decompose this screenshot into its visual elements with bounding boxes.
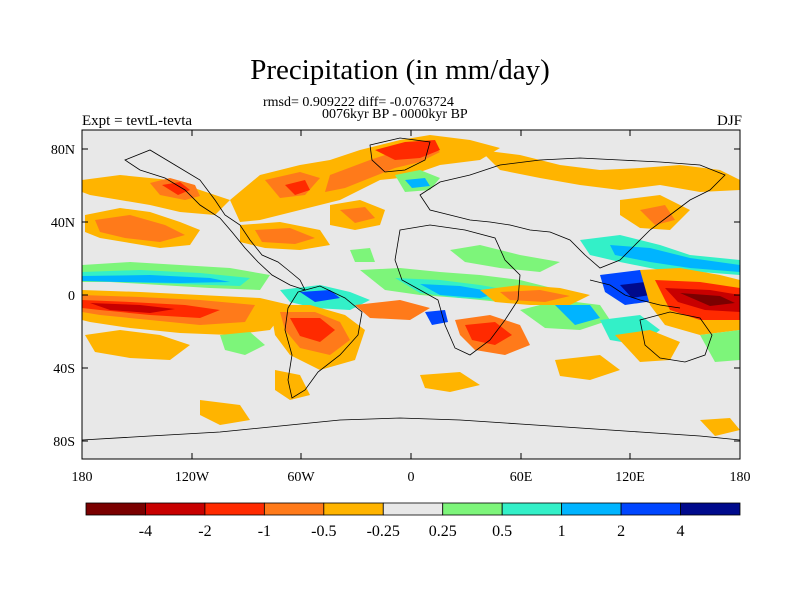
anomaly-region: [255, 228, 315, 244]
coastline-australia: [639, 311, 713, 363]
anomaly-region: [82, 275, 230, 283]
lon-tick-label: 0: [408, 470, 415, 485]
colorbar-label: 0.25: [429, 523, 457, 540]
lat-tick-label: 40S: [53, 362, 75, 377]
anomaly-region: [85, 330, 190, 360]
anomaly-region: [220, 332, 265, 355]
anomaly-region: [450, 245, 560, 272]
colorbar-swatch: [323, 502, 384, 516]
anomaly-region: [465, 322, 512, 345]
colorbar-swatch: [85, 502, 146, 516]
coastline-south-america: [284, 285, 363, 399]
experiment-label: Expt = tevtL-tevta: [82, 113, 193, 129]
colorbar-label: -2: [198, 523, 211, 540]
coastline-greenland: [369, 137, 431, 173]
anomaly-region: [300, 290, 340, 302]
lon-tick-label: 180: [730, 470, 751, 485]
map-title: Precipitation (in mm/day): [250, 54, 550, 86]
colorbar-swatch: [680, 502, 741, 516]
colorbar-label: -0.5: [311, 523, 336, 540]
stats-line: rmsd= 0.909222 diff= -0.0763724: [263, 95, 454, 110]
season-label: DJF: [716, 113, 742, 129]
anomaly-region: [95, 215, 185, 242]
lon-tick-label: 120E: [615, 470, 645, 485]
colorbar-label: -1: [258, 523, 271, 540]
colorbar-swatch: [501, 502, 563, 516]
lon-tick-label: 120W: [175, 470, 210, 485]
lat-tick-label: 0: [68, 289, 75, 304]
anomaly-region: [610, 245, 740, 272]
lon-tick-label: 60W: [287, 470, 315, 485]
anomaly-region: [350, 248, 375, 262]
coastline-antarctica: [82, 417, 740, 441]
anomaly-region: [162, 182, 190, 195]
colorbar-label: 4: [677, 523, 685, 540]
anomaly-region: [200, 400, 250, 425]
anomaly-region: [420, 284, 500, 298]
colorbar-label: -0.25: [367, 523, 400, 540]
colorbar-swatch: [204, 502, 265, 516]
lat-tick-label: 40N: [51, 216, 75, 231]
anomaly-region: [680, 293, 735, 306]
anomaly-region: [500, 290, 570, 302]
anomaly-region: [615, 330, 680, 362]
anomaly-region: [620, 282, 650, 298]
anomaly-region: [640, 205, 675, 225]
anomaly-region: [555, 355, 620, 380]
coastlines: [82, 137, 740, 441]
anomaly-region: [700, 330, 740, 362]
anomaly-region: [82, 175, 230, 215]
anomaly-region: [480, 150, 740, 192]
period-line: 0076kyr BP - 0000kyr BP: [322, 107, 468, 122]
tick-marks: [81, 130, 741, 459]
anomaly-region: [555, 305, 600, 325]
anomaly-region: [355, 300, 430, 320]
colorbar: -4 -2 -1 -0.5 -0.25 0.25 0.5 1 2 4: [85, 502, 741, 540]
anomaly-region: [420, 372, 480, 392]
lat-tick-label: 80S: [53, 435, 75, 450]
colorbar-label: 0.5: [492, 523, 512, 540]
colorbar-label: 1: [558, 523, 566, 540]
colorbar-label: 2: [617, 523, 625, 540]
anomaly-region: [405, 178, 430, 188]
lat-tick-label: 80N: [51, 143, 75, 158]
anomaly-region: [285, 180, 310, 195]
coastline-north-america: [124, 149, 306, 291]
anomaly-region: [290, 318, 335, 342]
colorbar-swatch: [561, 502, 622, 516]
anomaly-region: [700, 418, 740, 436]
coastline-eurasia: [419, 157, 726, 269]
colorbar-swatch: [145, 502, 206, 516]
coastline-maritime-continent: [589, 279, 681, 309]
colorbar-label: -4: [139, 523, 152, 540]
anomaly-region: [375, 140, 440, 160]
anomaly-region: [340, 207, 375, 223]
anomaly-region: [90, 303, 175, 313]
colorbar-swatch: [382, 502, 444, 516]
colorbar-swatch: [442, 502, 503, 516]
coastline-africa: [394, 224, 521, 356]
colorbar-swatch: [620, 502, 681, 516]
colorbar-swatch: [263, 502, 325, 516]
anomaly-fields: [82, 135, 740, 436]
lon-tick-label: 180: [72, 470, 93, 485]
lon-tick-label: 60E: [510, 470, 533, 485]
